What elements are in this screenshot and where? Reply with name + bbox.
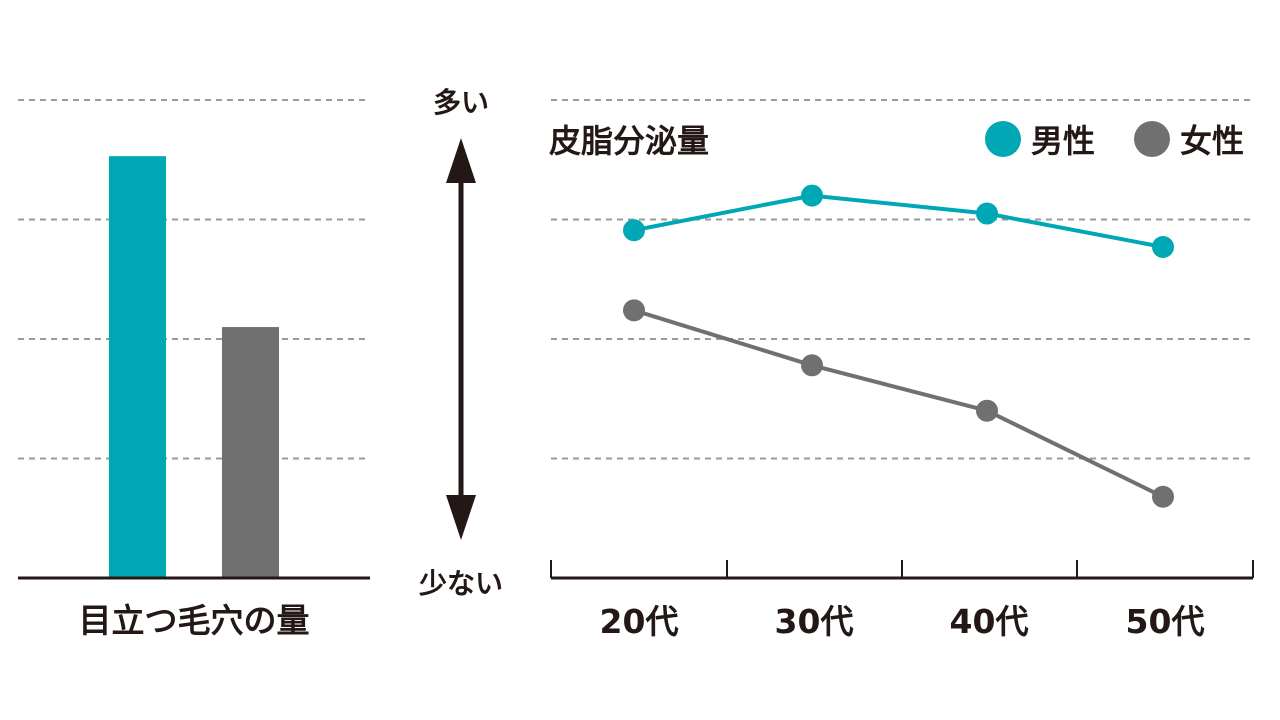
bar-chart-bars bbox=[109, 156, 279, 579]
bar-male bbox=[109, 156, 166, 579]
series-female bbox=[623, 299, 1174, 508]
x-tick-label: 40代 bbox=[950, 602, 1029, 641]
x-tick-label: 50代 bbox=[1126, 602, 1205, 641]
series-line bbox=[633, 193, 1164, 249]
x-tick-label: 20代 bbox=[600, 602, 679, 641]
scale-arrow bbox=[446, 138, 476, 540]
bar-chart-gridlines bbox=[18, 99, 370, 460]
line-chart-series bbox=[623, 184, 1174, 508]
arrow-down-icon bbox=[446, 495, 476, 540]
bar-chart-xlabel: 目立つ毛穴の量 bbox=[79, 601, 310, 640]
series-line bbox=[633, 308, 1164, 499]
line-chart-title: 皮脂分泌量 bbox=[549, 122, 709, 160]
legend: 男性 女性 bbox=[985, 121, 1244, 160]
line-chart-xlabels: 20代 30代 40代 50代 bbox=[600, 602, 1205, 641]
data-point bbox=[801, 184, 823, 207]
line-chart-gridlines bbox=[551, 99, 1253, 460]
bar-female bbox=[222, 327, 279, 578]
data-point bbox=[623, 219, 645, 242]
line-chart-ticks bbox=[550, 560, 1254, 578]
legend-female-label: 女性 bbox=[1180, 122, 1244, 160]
scale-label-less: 少ない bbox=[419, 567, 503, 600]
data-point bbox=[1152, 235, 1174, 258]
scale-label-more: 多い bbox=[433, 86, 489, 119]
data-point bbox=[1152, 485, 1174, 508]
legend-male-marker bbox=[985, 121, 1021, 157]
series-male bbox=[623, 184, 1174, 258]
data-point bbox=[976, 399, 998, 422]
data-point bbox=[623, 299, 645, 322]
legend-female-marker bbox=[1134, 121, 1170, 157]
data-point bbox=[801, 354, 823, 377]
arrow-up-icon bbox=[446, 138, 476, 183]
x-tick-label: 30代 bbox=[775, 602, 854, 641]
data-point bbox=[976, 202, 998, 225]
legend-male-label: 男性 bbox=[1031, 122, 1095, 160]
